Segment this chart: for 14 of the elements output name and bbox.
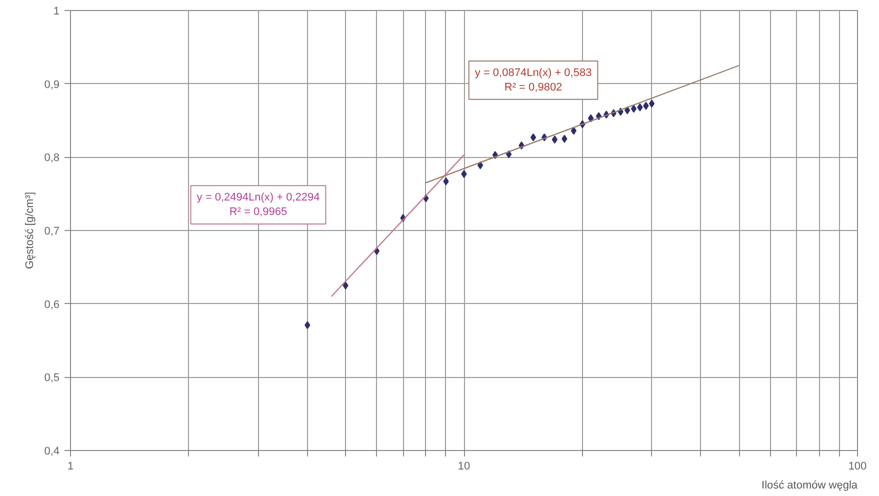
y-tick-label: 0,5	[44, 372, 60, 384]
x-tick-label: 1	[67, 460, 74, 472]
y-tick-label: 0,6	[44, 298, 60, 311]
y-tick-label: 1	[53, 6, 60, 18]
x-axis-title: Ilość atomów węgla	[762, 480, 858, 492]
annotation: y = 0,2494Ln(x) + 0,2294 R² = 0,9965	[196, 192, 320, 218]
y-axis-title: Gęstość [g/cm³]	[24, 192, 36, 270]
annotation: y = 0,0874Ln(x) + 0,583 R² = 0,9802	[474, 66, 592, 94]
y-tick-label: 0,4	[44, 446, 60, 458]
x-tick-label: 10	[458, 460, 470, 472]
y-tick-label: 0,7	[44, 226, 60, 238]
x-tick-label: 100	[848, 460, 867, 472]
y-tick-label: 0,9	[44, 78, 60, 91]
y-tick-label: 0,8	[44, 152, 60, 164]
